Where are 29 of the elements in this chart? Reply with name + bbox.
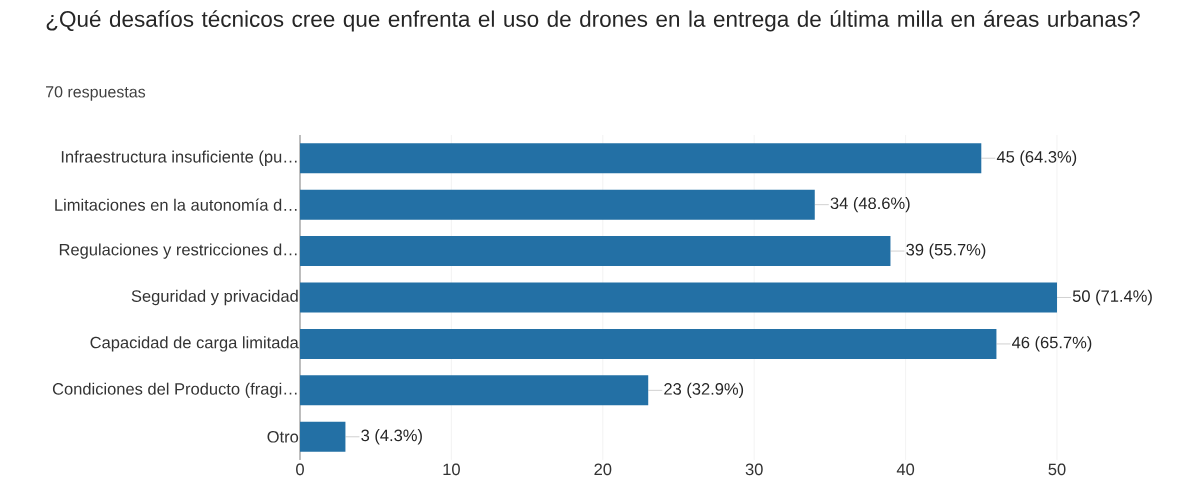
- y-tick-label: Otro: [267, 430, 299, 443]
- data-label: 46 (65.7%): [1012, 336, 1092, 352]
- x-tick-label: 20: [594, 463, 612, 476]
- data-label: 45 (64.3%): [996, 150, 1077, 166]
- bar: [300, 189, 815, 220]
- data-label: 23 (32.9%): [664, 382, 744, 399]
- y-tick-label: Regulaciones y restricciones d…: [59, 243, 297, 259]
- y-tick-label: Infraestructura insuficiente (pu…: [61, 150, 297, 166]
- bar: [300, 236, 891, 267]
- y-tick-label: Condiciones del Producto (fragi…: [52, 382, 297, 399]
- x-tick-label: 0: [296, 463, 304, 476]
- bar: [300, 421, 346, 452]
- x-tick-label: 50: [1048, 463, 1066, 476]
- bar: [300, 282, 1057, 313]
- x-tick-label: 30: [745, 463, 763, 476]
- data-label: 39 (55.7%): [906, 243, 986, 259]
- data-label: 34 (48.6%): [830, 196, 910, 213]
- y-tick-label: Seguridad y privacidad: [131, 289, 298, 306]
- x-tick-label: 10: [443, 463, 460, 476]
- x-tick-label: 40: [896, 463, 915, 476]
- text: 70 respuestas: [46, 86, 146, 101]
- y-tick-label: Capacidad de carga limitada: [90, 336, 299, 352]
- y-tick-label: Limitaciones en la autonomía d…: [55, 198, 297, 211]
- data-label: 3 (4.3%): [361, 429, 422, 445]
- bar: [300, 375, 649, 406]
- bar: [300, 143, 982, 174]
- chart-title: ¿Qué desafíos técnicos cree que enfrenta el uso de drones en la entrega de última milla en áreas urbanas?: [46, 10, 1140, 32]
- bar: [300, 328, 997, 359]
- data-label: 50 (71.4%): [1072, 289, 1152, 306]
